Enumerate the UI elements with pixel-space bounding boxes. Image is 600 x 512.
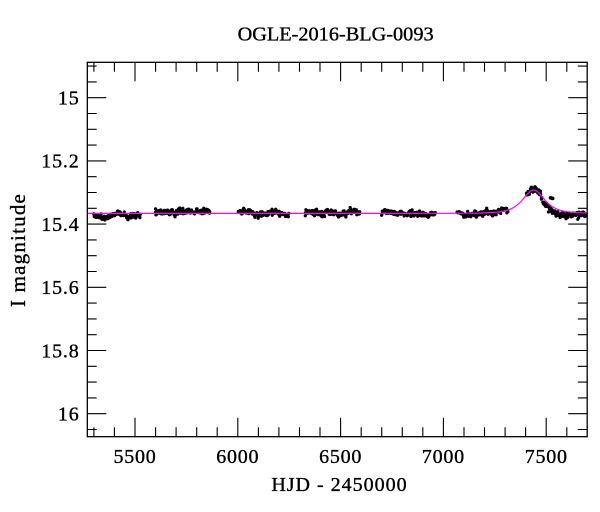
svg-text:15.6: 15.6 [41,277,79,299]
svg-text:15.2: 15.2 [41,151,79,173]
svg-text:16: 16 [58,404,80,426]
svg-text:15.4: 15.4 [41,214,79,236]
svg-text:6500: 6500 [319,446,362,468]
svg-text:15: 15 [58,88,80,110]
svg-text:I magnitude: I magnitude [6,193,30,307]
svg-text:5500: 5500 [114,446,157,468]
svg-text:7500: 7500 [525,446,568,468]
svg-text:7000: 7000 [422,446,465,468]
svg-text:HJD - 2450000: HJD - 2450000 [271,474,407,496]
svg-text:OGLE-2016-BLG-0093: OGLE-2016-BLG-0093 [238,24,434,46]
svg-text:6000: 6000 [216,446,259,468]
svg-text:15.8: 15.8 [41,340,79,362]
